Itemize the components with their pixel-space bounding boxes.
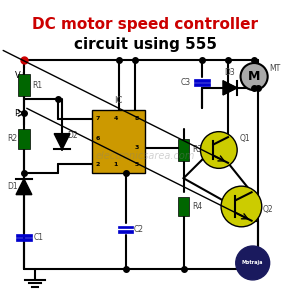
Text: C2: C2 xyxy=(134,225,144,234)
Text: Motraja: Motraja xyxy=(242,260,264,266)
FancyBboxPatch shape xyxy=(18,74,29,96)
Text: circuit using 555: circuit using 555 xyxy=(74,37,217,52)
Text: 4: 4 xyxy=(114,116,118,122)
Text: 5: 5 xyxy=(135,162,139,167)
Text: P: P xyxy=(14,109,19,118)
Text: D3: D3 xyxy=(225,68,236,76)
FancyBboxPatch shape xyxy=(194,79,210,82)
Text: 6: 6 xyxy=(95,136,100,141)
Text: R2: R2 xyxy=(8,134,18,143)
Circle shape xyxy=(240,63,268,90)
Circle shape xyxy=(201,132,237,168)
Text: IC: IC xyxy=(114,96,123,105)
FancyBboxPatch shape xyxy=(16,234,32,237)
Text: MT: MT xyxy=(270,64,281,73)
Text: C1: C1 xyxy=(34,233,44,242)
Circle shape xyxy=(221,186,262,227)
Text: D1: D1 xyxy=(7,182,18,191)
Text: R3: R3 xyxy=(192,146,202,154)
Text: 1: 1 xyxy=(114,162,118,167)
Text: V+: V+ xyxy=(15,71,27,80)
Text: 8: 8 xyxy=(135,116,139,122)
Text: electronicsarea.com: electronicsarea.com xyxy=(96,151,195,160)
FancyBboxPatch shape xyxy=(16,238,32,241)
Text: M: M xyxy=(248,70,260,83)
FancyBboxPatch shape xyxy=(178,196,189,216)
Text: D2: D2 xyxy=(68,131,78,140)
Text: C3: C3 xyxy=(180,78,190,87)
FancyBboxPatch shape xyxy=(178,139,189,161)
Text: DC motor speed controller: DC motor speed controller xyxy=(32,17,258,32)
Polygon shape xyxy=(16,179,32,195)
FancyBboxPatch shape xyxy=(118,226,134,228)
Text: Q2: Q2 xyxy=(263,205,273,214)
Text: 2: 2 xyxy=(95,162,100,167)
Text: 3: 3 xyxy=(135,145,139,150)
FancyBboxPatch shape xyxy=(18,129,29,148)
Text: R4: R4 xyxy=(192,202,202,211)
Polygon shape xyxy=(223,81,237,95)
Text: 7: 7 xyxy=(95,116,100,122)
Text: R1: R1 xyxy=(32,80,42,89)
FancyBboxPatch shape xyxy=(194,83,210,86)
FancyBboxPatch shape xyxy=(92,110,145,172)
Text: Q1: Q1 xyxy=(240,134,251,143)
Circle shape xyxy=(236,246,270,280)
Polygon shape xyxy=(54,134,70,149)
FancyBboxPatch shape xyxy=(118,230,134,232)
